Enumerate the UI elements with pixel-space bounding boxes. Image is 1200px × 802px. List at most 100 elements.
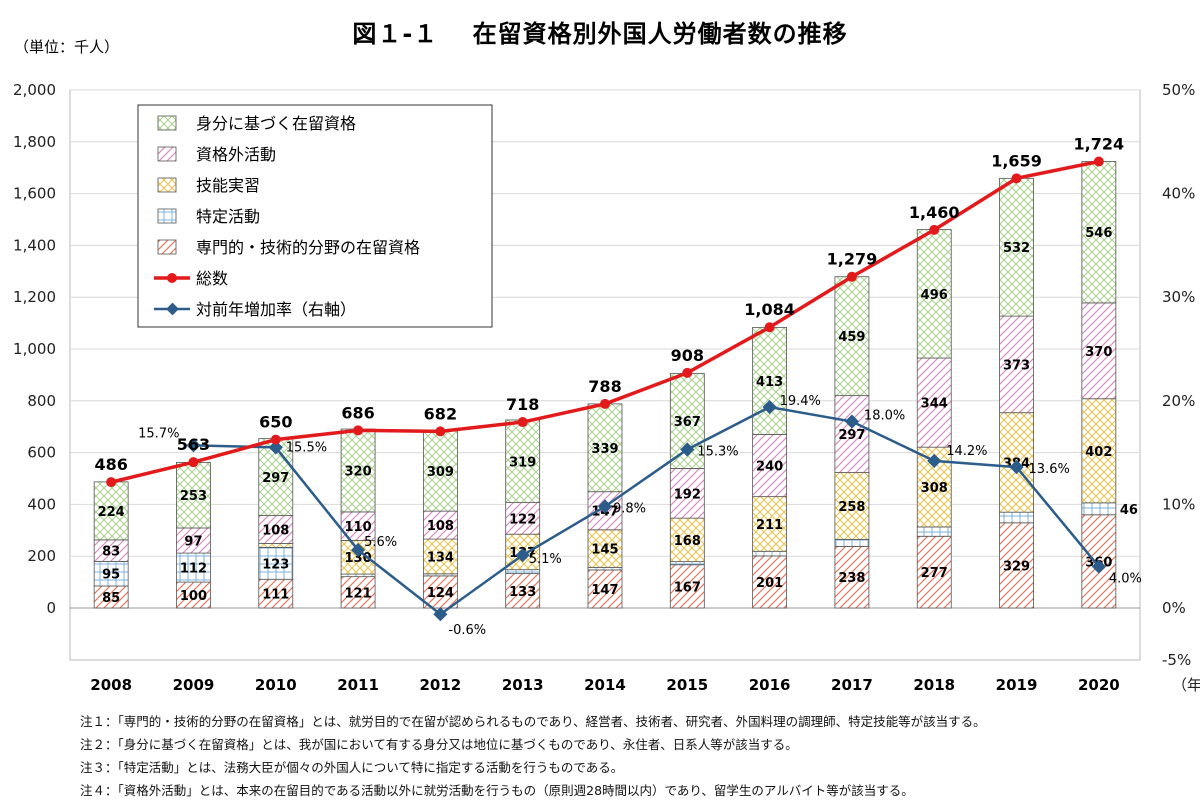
- y-tick-label: 200: [27, 547, 56, 565]
- segment-value-label: 46: [1120, 503, 1138, 518]
- segment-value-label: 108: [262, 524, 289, 539]
- segment-value-label: 277: [921, 566, 948, 581]
- growth-rate-label: 5.6%: [364, 535, 397, 550]
- bar-segment-mibun: [176, 462, 211, 529]
- segment-value-label: 240: [756, 460, 783, 475]
- bar-segment-tokutei: [93, 560, 129, 587]
- total-value-label: 486: [94, 455, 127, 474]
- growth-rate-marker: [762, 399, 777, 415]
- growth-rate-marker: [268, 440, 283, 455]
- footnotes: 注１：「専門的・技術的分野の在留資格」とは、就労目的で在留が認められるものであり…: [80, 710, 1190, 802]
- legend-marker-total: [167, 273, 177, 283]
- total-value-label: 1,084: [744, 300, 795, 319]
- bar-segment-mibun: [422, 430, 458, 512]
- bar-segment-tokutei: [258, 546, 294, 580]
- total-marker: [1093, 156, 1104, 167]
- y2-tick-label: 20%: [1162, 392, 1195, 410]
- total-value-label: 908: [671, 346, 704, 365]
- total-marker: [435, 426, 446, 437]
- segment-value-label: 297: [838, 428, 865, 443]
- total-value-label: 1,279: [827, 250, 878, 269]
- bar-segment-shikakugai: [258, 515, 294, 544]
- growth-rate-label: 15.7%: [138, 426, 179, 441]
- bar-segment-gino: [669, 517, 705, 563]
- segment-value-label: 413: [756, 375, 783, 390]
- bar-segment-mibun: [834, 276, 870, 397]
- total-marker: [188, 457, 199, 468]
- y-tick-label: 800: [27, 392, 56, 410]
- bar-segment-shikakugai: [834, 395, 870, 473]
- bar-segment-mibun: [1081, 161, 1117, 304]
- growth-rate-marker: [927, 453, 942, 468]
- y-tick-label: 0: [46, 599, 56, 617]
- y-tick-label: 400: [27, 495, 56, 513]
- growth-rate-marker: [1009, 460, 1024, 475]
- bar-segment-mibun: [340, 428, 376, 513]
- bar-segment-shikakugai: [1081, 302, 1117, 400]
- x-tick-label: 2013: [502, 676, 544, 694]
- segment-value-label: 258: [838, 500, 865, 515]
- legend-entry-label: 対前年増加率（右軸）: [196, 300, 356, 319]
- bar-segment-gino: [834, 472, 870, 540]
- bar-segment-mibun: [916, 229, 952, 359]
- segment-value-label: 192: [674, 487, 701, 502]
- x-tick-label: 2011: [337, 676, 379, 694]
- growth-rate-marker: [433, 607, 448, 622]
- total-value-label: 788: [588, 377, 621, 396]
- total-marker: [517, 417, 528, 428]
- bar-segment-senmon: [258, 578, 294, 609]
- x-tick-label: 2010: [255, 676, 297, 694]
- bar-segment-gino: [1081, 398, 1117, 504]
- segment-value-label: 201: [756, 576, 783, 591]
- total-value-label: 1,724: [1074, 134, 1125, 153]
- growth-rate-marker: [597, 499, 613, 514]
- y2-tick-label: 10%: [1162, 495, 1195, 513]
- legend-entry-label: 資格外活動: [196, 145, 276, 164]
- segment-value-label: 124: [427, 586, 454, 601]
- segment-value-label: 112: [180, 562, 207, 577]
- total-marker: [764, 322, 775, 333]
- y-tick-label: 2,000: [13, 81, 56, 99]
- legend-swatch-shikakugai: [157, 146, 177, 162]
- bar-segment-mibun: [505, 419, 541, 503]
- y2-tick-label: -5%: [1162, 651, 1191, 669]
- total-marker: [1011, 173, 1022, 184]
- total-value-label: 682: [424, 404, 457, 423]
- bar-segment-shikakugai: [669, 467, 705, 519]
- bar-segment-shikakugai: [752, 434, 788, 498]
- growth-rate-marker: [680, 442, 695, 457]
- y-tick-label: 1,800: [13, 133, 56, 151]
- bar-segment-tokutei: [752, 550, 788, 557]
- segment-value-label: 111: [262, 588, 289, 603]
- x-tick-label: 2008: [90, 676, 132, 694]
- segment-value-label: 108: [427, 519, 454, 534]
- bar-segment-senmon: [834, 545, 870, 609]
- segment-value-label: 370: [1085, 345, 1112, 360]
- y2-tick-label: 30%: [1162, 288, 1195, 306]
- segment-value-label: 402: [1085, 445, 1112, 460]
- segment-value-label: 145: [591, 543, 618, 558]
- bar-segment-mibun: [587, 403, 623, 493]
- segment-value-label: 532: [1003, 241, 1030, 256]
- legend-swatch-senmon: [157, 239, 177, 255]
- x-tick-label: 2018: [913, 676, 955, 694]
- growth-rate-line: [193, 405, 1100, 616]
- x-tick-label: 2019: [996, 676, 1038, 694]
- total-marker: [270, 434, 281, 445]
- growth-rate-label: 18.0%: [864, 409, 905, 424]
- x-tick-label: 2017: [831, 676, 873, 694]
- segment-value-label: 373: [1003, 358, 1030, 373]
- bar-segment-senmon: [587, 569, 623, 609]
- growth-rate-marker: [1091, 559, 1106, 574]
- total-marker: [929, 224, 940, 235]
- bar-segment-tokutei: [669, 561, 705, 566]
- total-value-label: 563: [177, 435, 210, 454]
- x-tick-label: 2016: [749, 676, 791, 694]
- bar-segment-tokutei: [1081, 502, 1117, 516]
- bar-segment-gino: [422, 538, 458, 575]
- bar-segment-senmon: [752, 555, 788, 609]
- y2-tick-label: 40%: [1162, 185, 1195, 203]
- bar-segment-tokutei: [999, 511, 1034, 524]
- growth-rate-label: 15.5%: [286, 440, 327, 455]
- bar-segment-mibun: [999, 177, 1034, 317]
